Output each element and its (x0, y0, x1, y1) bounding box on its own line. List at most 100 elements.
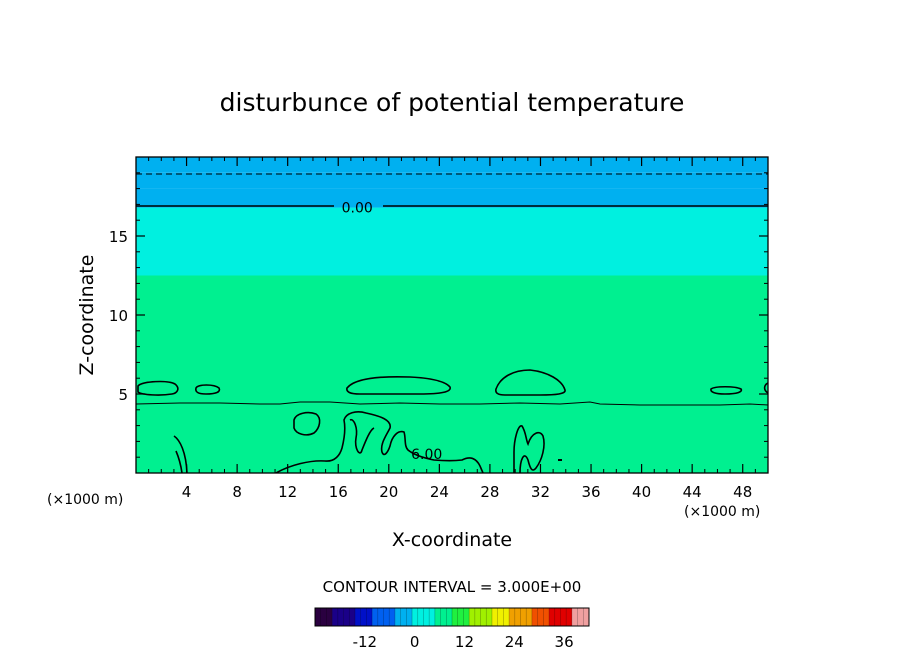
colorbar-swatch (526, 608, 533, 626)
colorbar-swatch (457, 608, 464, 626)
value-band (136, 207, 768, 276)
colorbar-swatch (423, 608, 430, 626)
colorbar-swatch (400, 608, 407, 626)
plot-area: 0.00 6.00 (136, 157, 768, 473)
colorbar-swatch (486, 608, 493, 626)
contour-boundary (136, 401, 768, 406)
colorbar-swatch (577, 608, 584, 626)
colorbar-swatch (531, 608, 538, 626)
colorbar-swatch (543, 608, 550, 626)
x-tick-label: 28 (480, 483, 499, 501)
value-bands (136, 157, 768, 473)
colorbar-swatch (440, 608, 447, 626)
chart-title: disturbunce of potential temperature (220, 88, 685, 117)
contour-blob (195, 384, 221, 395)
colorbar-tick-label: -12 (353, 633, 378, 651)
colorbar-swatch (372, 608, 379, 626)
contour-label: 0.00 (342, 201, 373, 217)
colorbar-swatch (571, 608, 578, 626)
colorbar-tick-label: 24 (505, 633, 524, 651)
contour-six (349, 418, 375, 454)
colorbar-swatch (480, 608, 487, 626)
colorbar-swatch (446, 608, 453, 626)
colorbar-swatch (491, 608, 498, 626)
colorbar-tick-label: 36 (555, 633, 574, 651)
y-tick-label: 5 (118, 386, 128, 404)
colorbar-tick-label: 0 (410, 633, 420, 651)
colorbar-swatch (509, 608, 516, 626)
contour-six (275, 411, 484, 473)
colorbar-frame (314, 607, 590, 627)
colorbar-swatch (560, 608, 567, 626)
colorbar-swatch (377, 608, 384, 626)
contour-blob (763, 382, 768, 394)
colorbar-swatch (583, 608, 590, 626)
contour-lines (136, 173, 768, 473)
colorbar-swatch (366, 608, 373, 626)
colorbar-swatch (417, 608, 424, 626)
contour-labels: 0.00 6.00 (342, 201, 443, 463)
colorbar-swatch (360, 608, 367, 626)
y-axis-label: Z-coordinate (76, 255, 98, 376)
contour-label: 6.00 (411, 447, 442, 463)
x-tick-label: 16 (329, 483, 348, 501)
colorbar-swatch (474, 608, 481, 626)
contour-blob (346, 375, 451, 395)
y-tick-label: 15 (109, 228, 128, 246)
contour-six (513, 425, 545, 473)
x-tick-label: 32 (531, 483, 550, 501)
x-tick-label: 48 (733, 483, 752, 501)
colorbar-swatch (394, 608, 401, 626)
colorbar-swatch (554, 608, 561, 626)
contour-interval: CONTOUR INTERVAL = 3.000E+00 (323, 578, 582, 596)
colorbar-swatch (463, 608, 470, 626)
colorbar-swatch (469, 608, 476, 626)
x-axis: 4 8 12 16 20 24 28 32 36 40 44 48 (148, 157, 756, 501)
colorbar-swatch (349, 608, 356, 626)
colorbar-swatch (337, 608, 344, 626)
x-axis-unit-right: (×1000 m) (684, 504, 760, 520)
colorbar-swatch (412, 608, 419, 626)
value-band (136, 172, 768, 189)
value-band (136, 403, 768, 473)
colorbar-swatch (497, 608, 504, 626)
x-axis-label: X-coordinate (392, 529, 512, 551)
colorbar-swatch (332, 608, 339, 626)
colorbar-swatch (315, 608, 322, 626)
contour-blob (137, 380, 179, 396)
colorbar-swatch (343, 608, 350, 626)
colorbar-swatch (514, 608, 521, 626)
x-axis-unit-left: (×1000 m) (47, 492, 123, 508)
colorbar-swatch (429, 608, 436, 626)
colorbar-swatch (503, 608, 510, 626)
colorbar-swatch (520, 608, 527, 626)
colorbar-swatch (320, 608, 327, 626)
y-tick-label: 10 (109, 307, 128, 325)
x-tick-label: 24 (430, 483, 449, 501)
x-tick-label: 8 (232, 483, 242, 501)
x-tick-label: 44 (683, 483, 702, 501)
colorbar-swatch (326, 608, 333, 626)
contour-blob (495, 369, 566, 396)
colorbar-swatch (434, 608, 441, 626)
contour-blob (710, 385, 743, 395)
value-band (136, 188, 768, 208)
colorbar: -12 0 12 24 36 (314, 607, 590, 651)
x-tick-label: 4 (182, 483, 192, 501)
value-band (136, 275, 768, 404)
colorbar-swatch (566, 608, 573, 626)
colorbar-swatch (354, 608, 361, 626)
x-tick-label: 36 (581, 483, 600, 501)
colorbar-swatch (452, 608, 459, 626)
value-band (136, 157, 768, 173)
y-axis: 5 10 15 (109, 172, 768, 458)
colorbar-swatch (406, 608, 413, 626)
contour-six (293, 411, 321, 436)
colorbar-tick-label: 12 (455, 633, 474, 651)
colorbar-swatch (537, 608, 544, 626)
x-tick-label: 40 (632, 483, 651, 501)
colorbar-swatch (549, 608, 556, 626)
x-tick-label: 12 (278, 483, 297, 501)
colorbar-swatch (383, 608, 390, 626)
